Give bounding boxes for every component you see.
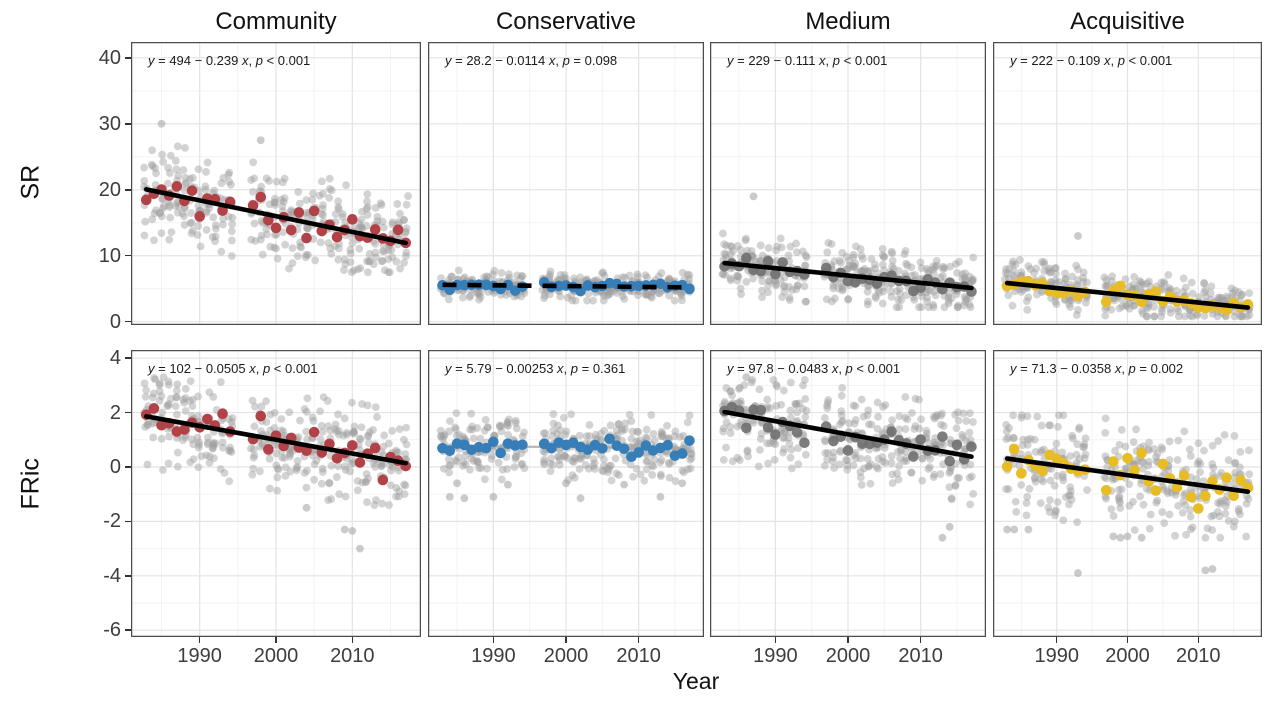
y-tick-label: -6: [103, 619, 121, 642]
y-tick-label: 0: [109, 310, 121, 333]
x-tick-mark: [1197, 637, 1200, 643]
x-tick-label: 2000: [825, 645, 871, 667]
x-tick-label: 2000: [253, 645, 299, 667]
x-tick-mark: [565, 637, 567, 643]
x-tick-label: 1990: [1034, 645, 1079, 667]
regression-annotation-SR-Conservative: y = 28.2 − 0.0114 x, p = 0.098: [445, 53, 618, 68]
scatter-canvas-SR-Conservative: [428, 42, 704, 325]
y-tick-label: 0: [109, 455, 121, 478]
y-tick-mark: [125, 575, 131, 577]
x-tick-label: 2000: [543, 645, 589, 667]
regression-annotation-SR-Acquisitive: y = 222 − 0.109 x, p < 0.001: [1010, 53, 1173, 68]
y-tick-mark: [125, 57, 131, 59]
panel-FRic-Acquisitive: y = 71.3 − 0.0358 x, p = 0.002: [993, 350, 1262, 637]
y-tick-mark: [125, 629, 131, 631]
x-tick-label: 2010: [1176, 645, 1221, 667]
scatter-canvas-SR-Community: [131, 42, 421, 325]
scatter-canvas-FRic-Conservative: [428, 350, 704, 637]
panel-SR-Community: y = 494 − 0.239 x, p < 0.001: [131, 42, 421, 325]
scatter-canvas-FRic-Acquisitive: [993, 350, 1262, 637]
y-tick-mark: [125, 189, 131, 191]
regression-annotation-FRic-Medium: y = 97.8 − 0.0483 x, p < 0.001: [727, 361, 901, 376]
x-tick-mark: [1055, 637, 1058, 643]
x-tick-mark: [351, 637, 354, 643]
scatter-canvas-SR-Medium: [710, 42, 986, 325]
regression-annotation-FRic-Community: y = 102 − 0.0505 x, p < 0.001: [148, 361, 318, 376]
scatter-canvas-SR-Acquisitive: [993, 42, 1262, 325]
y-tick-label: 40: [98, 46, 121, 69]
x-tick-mark: [774, 637, 777, 643]
x-tick-label: 2000: [1105, 645, 1150, 667]
y-tick-mark: [125, 254, 131, 257]
x-tick-label: 2010: [616, 645, 661, 667]
facet-title-medium: Medium: [805, 8, 891, 35]
facet-title-acquisitive: Acquisitive: [1070, 8, 1185, 35]
x-tick-mark: [847, 637, 849, 643]
y-tick-label: -4: [103, 564, 121, 587]
y-tick-mark: [125, 411, 131, 414]
x-tick-mark: [275, 637, 277, 643]
scatter-canvas-FRic-Medium: [710, 350, 986, 637]
y-tick-mark: [125, 123, 131, 125]
x-tick-mark: [1126, 637, 1129, 643]
x-tick-label: 1990: [177, 645, 222, 667]
x-tick-label: 2010: [898, 645, 943, 667]
y-tick-mark: [125, 357, 131, 359]
panel-FRic-Community: y = 102 − 0.0505 x, p < 0.001: [131, 350, 421, 637]
y-tick-mark: [125, 466, 131, 468]
x-tick-mark: [198, 637, 201, 643]
y-tick-mark: [125, 320, 131, 323]
y-tick-label: 2: [109, 401, 121, 424]
x-tick-label: 1990: [753, 645, 798, 667]
y-tick-label: 20: [98, 178, 121, 201]
facet-title-community: Community: [215, 8, 337, 35]
panel-SR-Conservative: y = 28.2 − 0.0114 x, p = 0.098: [428, 42, 704, 325]
panel-FRic-Conservative: y = 5.79 − 0.00253 x, p = 0.361: [428, 350, 704, 637]
y-axis-title-fric: FRic: [16, 458, 45, 510]
y-tick-label: 10: [98, 244, 121, 267]
regression-annotation-SR-Medium: y = 229 − 0.111 x, p < 0.001: [727, 53, 888, 68]
x-tick-label: 2010: [330, 645, 375, 667]
regression-annotation-FRic-Conservative: y = 5.79 − 0.00253 x, p = 0.361: [445, 361, 626, 376]
x-tick-mark: [637, 637, 640, 643]
scatter-canvas-FRic-Community: [131, 350, 421, 637]
x-tick-label: 1990: [471, 645, 516, 667]
facet-title-conservative: Conservative: [495, 8, 637, 35]
panel-SR-Acquisitive: y = 222 − 0.109 x, p < 0.001: [993, 42, 1262, 325]
regression-annotation-FRic-Acquisitive: y = 71.3 − 0.0358 x, p = 0.002: [1010, 361, 1184, 376]
panel-SR-Medium: y = 229 − 0.111 x, p < 0.001: [710, 42, 986, 325]
y-tick-label: 30: [98, 112, 121, 135]
y-tick-mark: [125, 520, 131, 523]
x-tick-mark: [919, 637, 922, 643]
panel-FRic-Medium: y = 97.8 − 0.0483 x, p < 0.001: [710, 350, 986, 637]
regression-annotation-SR-Community: y = 494 − 0.239 x, p < 0.001: [148, 53, 311, 68]
x-axis-title: Year: [672, 668, 720, 694]
y-tick-label: -2: [103, 510, 121, 533]
y-tick-label: 4: [109, 347, 121, 370]
y-axis-title-sr: SR: [16, 164, 45, 200]
x-tick-mark: [492, 637, 495, 643]
